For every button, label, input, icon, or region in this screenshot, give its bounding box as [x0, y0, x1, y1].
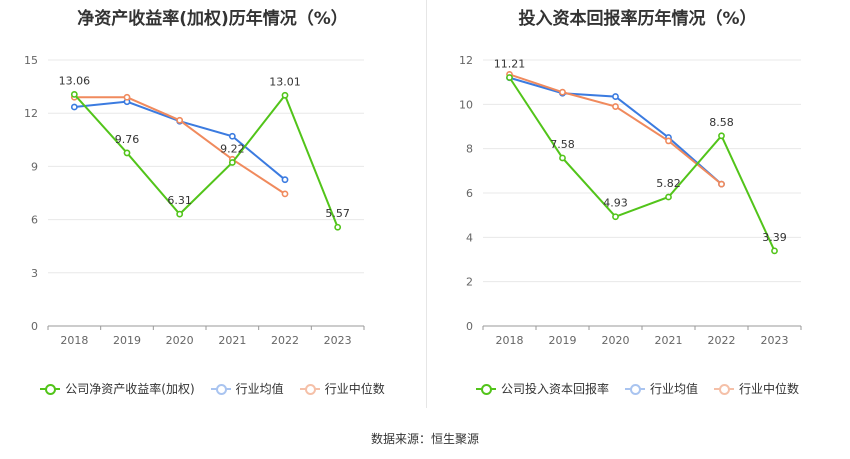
roic-chart-panel: 投入资本回报率历年情况（%） 0 2 4 6 8 10 12 2018 2019 2020 2021…: [425, 0, 850, 410]
data-label: 5.57: [325, 207, 350, 220]
data-point: [665, 137, 672, 145]
x-tick-label: 2018: [60, 334, 88, 347]
y-tick-label: 8: [466, 143, 473, 156]
data-label: 8.58: [709, 116, 734, 129]
legend-item-industry-mean[interactable]: 行业均值: [210, 380, 284, 397]
series-line: [509, 73, 723, 185]
data-point: [334, 223, 342, 231]
data-point: [123, 149, 131, 157]
data-point: [506, 74, 513, 81]
data-label: 3.39: [762, 231, 787, 244]
legend-label: 行业均值: [235, 382, 284, 396]
y-tick-label: 3: [31, 267, 38, 280]
data-label: 9.76: [115, 133, 140, 146]
series-line: [73, 93, 339, 228]
legend-label: 公司投入资本回报率: [500, 382, 609, 396]
y-tick-label: 12: [24, 107, 38, 120]
data-label: 4.93: [603, 197, 628, 210]
legend-label: 行业均值: [649, 382, 698, 396]
chart-legend: 公司净资产收益率(加权) 行业均值 行业中位数: [0, 380, 425, 397]
x-tick-label: 2018: [496, 334, 524, 347]
y-tick-label: 15: [24, 54, 38, 67]
legend-item-industry-mean[interactable]: 行业均值: [624, 380, 698, 397]
x-tick-label: 2021: [218, 334, 246, 347]
chart-title: 投入资本回报率历年情况（%）: [518, 9, 757, 29]
roic-chart-plot: 0 2 4 6 8 10 12 2018 2019 2020 2021 2022 2023 11.21 7.…: [459, 54, 802, 347]
x-tick-label: 2021: [655, 334, 683, 347]
data-point: [612, 93, 619, 100]
y-tick-label: 6: [31, 214, 38, 227]
data-point: [665, 193, 672, 201]
data-point: [718, 132, 725, 140]
legend-swatch-industry-mean: [624, 383, 645, 395]
chart-title: 净资产收益率(加权)历年情况（%）: [77, 9, 348, 29]
legend-swatch-industry-median: [714, 383, 734, 395]
chart-legend: 公司投入资本回报率 行业均值 行业中位数: [425, 380, 850, 397]
data-point: [281, 91, 289, 99]
data-point: [281, 176, 289, 184]
roe-chart-plot: 0 3 6 9 12 15 2018 2019 2020 2021 2022 2023 13.06 9.7…: [24, 54, 365, 347]
legend-item-company[interactable]: 公司净资产收益率(加权): [40, 380, 195, 397]
y-tick-label: 2: [466, 276, 473, 289]
data-label: 13.01: [269, 75, 301, 88]
data-label: 13.06: [59, 74, 91, 87]
x-tick-label: 2020: [602, 334, 630, 347]
x-tick-label: 2019: [113, 334, 141, 347]
data-point: [70, 91, 78, 98]
series-line: [508, 76, 776, 252]
y-tick-label: 6: [466, 187, 473, 200]
data-label: 9.22: [220, 142, 245, 155]
legend-item-industry-median[interactable]: 行业中位数: [299, 380, 385, 397]
panel-divider: [426, 0, 427, 408]
legend-swatch-company: [475, 383, 496, 395]
y-tick-label: 0: [31, 320, 38, 333]
x-tick-label: 2022: [271, 334, 299, 347]
legend-item-company[interactable]: 公司投入资本回报率: [475, 380, 609, 397]
legend-swatch-industry-mean: [210, 383, 231, 395]
data-label: 7.58: [550, 138, 575, 151]
x-tick-label: 2019: [549, 334, 577, 347]
x-tick-label: 2023: [761, 334, 789, 347]
data-point: [228, 159, 236, 166]
data-point: [718, 180, 725, 188]
data-point: [559, 88, 566, 96]
x-tick-label: 2020: [166, 334, 194, 347]
data-label: 11.21: [494, 58, 526, 71]
data-point: [281, 190, 289, 198]
x-tick-label: 2022: [708, 334, 736, 347]
data-label: 5.82: [656, 177, 681, 190]
legend-label: 行业中位数: [739, 382, 800, 396]
legend-label: 公司净资产收益率(加权): [65, 382, 195, 396]
data-point: [176, 116, 184, 124]
data-point: [123, 93, 131, 101]
data-point: [559, 154, 566, 162]
y-tick-label: 10: [459, 98, 473, 111]
data-point: [70, 103, 78, 111]
legend-swatch-industry-median: [299, 383, 320, 395]
legend-item-industry-median[interactable]: 行业中位数: [714, 380, 799, 397]
data-point: [228, 132, 236, 140]
legend-swatch-company: [40, 383, 61, 395]
data-source-note: 数据来源：恒生聚源: [370, 432, 479, 446]
data-label: 6.31: [167, 194, 192, 207]
data-point: [176, 210, 184, 218]
roe-chart-panel: 净资产收益率(加权)历年情况（%） 0 3 6 9 12 15 2018 2019 2020 20…: [0, 0, 425, 410]
y-tick-label: 12: [459, 54, 473, 67]
x-tick-label: 2023: [324, 334, 352, 347]
legend-label: 行业中位数: [324, 382, 385, 396]
series-line: [74, 96, 286, 195]
y-tick-label: 0: [466, 320, 473, 333]
data-point: [612, 213, 619, 221]
data-point: [612, 103, 619, 110]
y-tick-label: 9: [31, 160, 38, 173]
data-point: [771, 247, 778, 255]
y-tick-label: 4: [466, 231, 473, 244]
